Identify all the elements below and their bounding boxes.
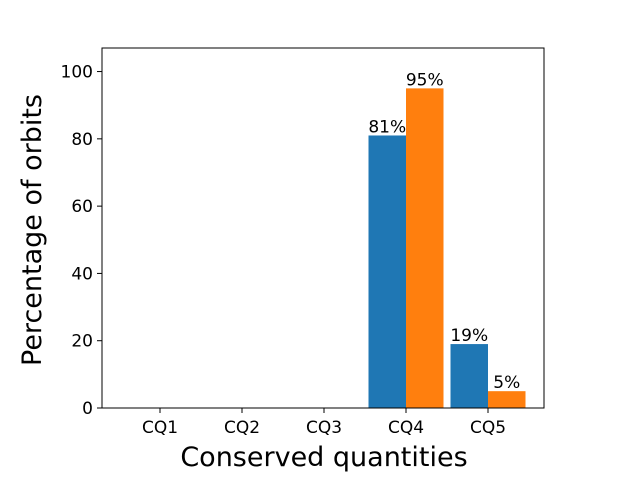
x-axis-label: Conserved quantities [180,442,467,473]
data-labels-group: 81% 19% 95% 5% [368,70,520,393]
y-tick-label: 100 [61,63,93,83]
x-tick-label: CQ4 [388,418,424,438]
y-tick-label: 20 [71,332,93,352]
bar-series1-cq5 [450,344,488,408]
y-tick-label: 0 [82,399,93,419]
y-tick-label: 40 [71,264,93,284]
bar-series2-cq4 [406,88,444,408]
x-tick-label: CQ2 [224,418,260,438]
data-label: 81% [368,117,406,137]
bars-group [368,88,526,409]
y-tick-label: 60 [71,197,93,217]
plot-frame [101,47,545,409]
bar-series1-cq4 [368,135,406,409]
data-label: 19% [450,326,488,346]
y-axis: 0 20 40 60 80 100 [61,63,102,419]
x-tick-label: CQ1 [142,418,178,438]
bar-series2-cq5 [488,391,526,408]
data-label: 95% [406,70,444,90]
x-tick-label: CQ3 [306,418,342,438]
y-tick-label: 80 [71,130,93,150]
y-axis-label: Percentage of orbits [17,94,48,366]
x-tick-label: CQ5 [470,418,506,438]
x-axis: CQ1 CQ2 CQ3 CQ4 CQ5 [142,408,506,438]
data-label: 5% [493,373,520,393]
